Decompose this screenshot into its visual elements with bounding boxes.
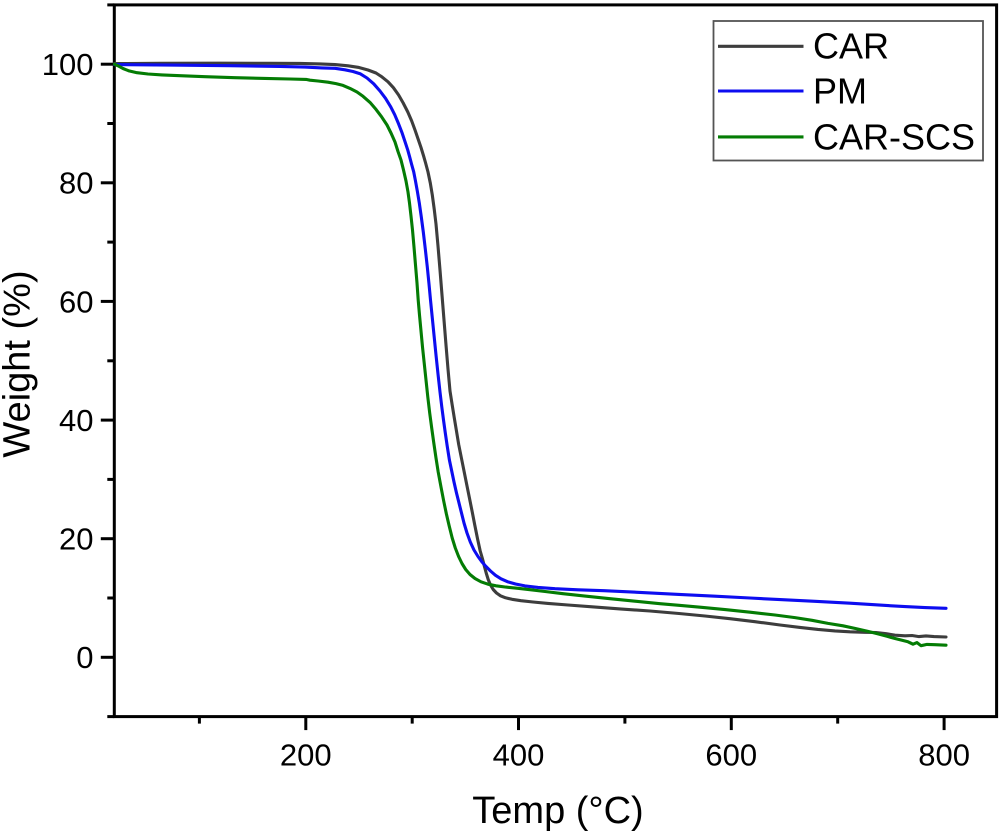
- svg-text:400: 400: [493, 738, 545, 773]
- svg-text:CAR-SCS: CAR-SCS: [813, 116, 975, 157]
- svg-text:40: 40: [59, 403, 93, 438]
- svg-text:60: 60: [59, 284, 93, 319]
- svg-text:200: 200: [280, 738, 332, 773]
- svg-text:800: 800: [918, 738, 970, 773]
- svg-text:0: 0: [76, 640, 93, 675]
- svg-text:Temp (°C): Temp (°C): [472, 790, 643, 832]
- svg-text:Weight (%): Weight (%): [0, 270, 39, 457]
- svg-text:20: 20: [59, 522, 93, 557]
- svg-text:80: 80: [59, 166, 93, 201]
- svg-text:600: 600: [705, 738, 757, 773]
- svg-text:CAR: CAR: [813, 26, 889, 67]
- svg-text:100: 100: [42, 47, 94, 82]
- svg-text:PM: PM: [813, 70, 867, 111]
